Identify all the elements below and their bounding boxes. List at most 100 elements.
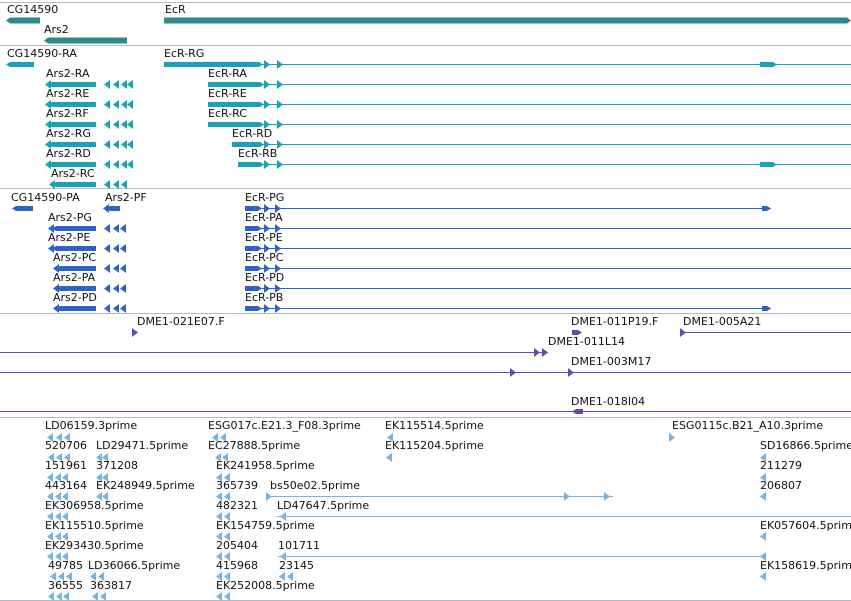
feature-label[interactable]: EcR-RA — [208, 67, 247, 80]
feature-label[interactable]: EK115514.5prime — [385, 419, 484, 432]
feature-glyph[interactable] — [48, 592, 69, 601]
feature-label[interactable]: 363817 — [90, 579, 132, 592]
feature-label[interactable]: CG14590-PA — [11, 191, 80, 204]
feature-label[interactable]: EK115510.5prime — [45, 519, 144, 532]
feature-glyph[interactable] — [216, 572, 230, 581]
feature-glyph[interactable] — [760, 473, 766, 482]
feature-glyph[interactable] — [760, 453, 766, 462]
feature-label[interactable]: 520706 — [45, 439, 87, 452]
feature-glyph[interactable] — [216, 473, 230, 482]
feature-label[interactable]: EK306958.5prime — [45, 499, 144, 512]
feature-label[interactable]: Ars2-PC — [53, 251, 97, 264]
feature-label[interactable]: DME1-018I04 — [571, 395, 646, 408]
feature-label[interactable]: EcR-PD — [245, 271, 285, 284]
feature-label[interactable]: EcR — [165, 3, 186, 16]
feature-glyph[interactable] — [48, 224, 126, 233]
feature-glyph[interactable] — [245, 204, 771, 213]
feature-glyph[interactable] — [245, 224, 851, 233]
feature-label[interactable]: CG14590 — [7, 3, 59, 16]
feature-glyph[interactable] — [53, 264, 126, 273]
feature-label[interactable]: ESG017c.E21.3_F08.3prime — [208, 419, 361, 432]
feature-glyph[interactable] — [216, 592, 230, 601]
feature-glyph[interactable] — [132, 328, 138, 337]
feature-glyph[interactable] — [96, 473, 108, 482]
feature-label[interactable]: EK115204.5prime — [385, 439, 484, 452]
feature-label[interactable]: EcR-RC — [208, 107, 247, 120]
feature-glyph[interactable] — [0, 348, 548, 357]
feature-label[interactable]: ESG0115c.B21_A10.3prime — [672, 419, 824, 432]
feature-glyph[interactable] — [45, 80, 133, 89]
feature-glyph[interactable] — [278, 552, 766, 561]
feature-glyph[interactable] — [47, 473, 68, 482]
feature-glyph[interactable] — [44, 37, 127, 44]
feature-glyph[interactable] — [760, 572, 766, 581]
feature-label[interactable]: bs50e02.5prime — [270, 479, 361, 492]
feature-label[interactable]: DME1-021E07.F — [137, 315, 225, 328]
feature-label[interactable]: 23145 — [279, 559, 314, 572]
feature-glyph[interactable] — [47, 552, 68, 561]
feature-label[interactable]: EcR-PA — [245, 211, 283, 224]
feature-label[interactable]: EcR-RE — [208, 87, 247, 100]
feature-glyph[interactable] — [45, 140, 133, 149]
feature-label[interactable]: EcR-RB — [238, 147, 278, 160]
feature-label[interactable]: EcR-PB — [245, 291, 284, 304]
feature-label[interactable]: Ars2-PE — [48, 231, 91, 244]
feature-label[interactable]: 211279 — [760, 459, 802, 472]
feature-glyph[interactable] — [96, 492, 108, 501]
feature-glyph[interactable] — [212, 433, 226, 442]
feature-glyph[interactable] — [96, 453, 108, 462]
feature-label[interactable]: EC27888.5prime — [208, 439, 301, 452]
feature-glyph[interactable] — [669, 433, 675, 442]
feature-label[interactable]: 365739 — [216, 479, 258, 492]
feature-label[interactable]: EcR-PC — [245, 251, 284, 264]
feature-label[interactable]: Ars2-PF — [105, 191, 147, 204]
feature-label[interactable]: EcR-RD — [232, 127, 273, 140]
feature-label[interactable]: LD06159.3prime — [45, 419, 138, 432]
feature-glyph[interactable] — [215, 453, 228, 462]
feature-glyph[interactable] — [216, 532, 230, 541]
feature-label[interactable]: DME1-005A21 — [683, 315, 762, 328]
feature-glyph[interactable] — [48, 453, 70, 462]
feature-label[interactable]: EK057604.5prime — [760, 519, 851, 532]
feature-glyph[interactable] — [47, 512, 68, 521]
feature-glyph[interactable] — [266, 492, 613, 501]
feature-glyph[interactable] — [208, 80, 851, 89]
feature-glyph[interactable] — [53, 284, 126, 293]
feature-glyph[interactable] — [92, 592, 106, 601]
feature-label[interactable]: Ars2-RA — [46, 67, 90, 80]
feature-label[interactable]: 101711 — [278, 539, 320, 552]
feature-label[interactable]: Ars2-RD — [46, 147, 91, 160]
feature-glyph[interactable] — [47, 532, 68, 541]
feature-glyph[interactable] — [50, 572, 72, 581]
feature-glyph[interactable] — [245, 284, 851, 293]
feature-glyph[interactable] — [245, 244, 851, 253]
feature-glyph[interactable] — [45, 120, 133, 129]
feature-glyph[interactable] — [48, 244, 126, 253]
feature-label[interactable]: LD29471.5prime — [96, 439, 189, 452]
feature-label[interactable]: Ars2-RG — [46, 127, 91, 140]
feature-glyph[interactable] — [760, 532, 766, 541]
feature-label[interactable]: Ars2 — [44, 23, 69, 36]
feature-glyph[interactable] — [90, 572, 104, 581]
feature-glyph[interactable] — [0, 368, 851, 377]
feature-label[interactable]: 482321 — [216, 499, 258, 512]
feature-label[interactable]: EK293430.5prime — [45, 539, 144, 552]
feature-glyph[interactable] — [47, 433, 70, 442]
feature-glyph[interactable] — [45, 160, 133, 169]
feature-label[interactable]: 36555 — [48, 579, 83, 592]
feature-label[interactable]: Ars2-RE — [46, 87, 90, 100]
feature-label[interactable]: EcR-PG — [245, 191, 285, 204]
feature-glyph[interactable] — [245, 264, 851, 273]
feature-glyph[interactable] — [386, 453, 392, 462]
feature-label[interactable]: SD16866.5prime — [760, 439, 851, 452]
feature-label[interactable]: 443164 — [45, 479, 87, 492]
feature-glyph[interactable] — [12, 206, 33, 211]
feature-glyph[interactable] — [387, 433, 393, 442]
feature-label[interactable]: LD36066.5prime — [88, 559, 181, 572]
feature-glyph[interactable] — [760, 492, 766, 501]
feature-label[interactable]: 371208 — [96, 459, 138, 472]
feature-label[interactable]: EK154759.5prime — [216, 519, 315, 532]
feature-glyph[interactable] — [47, 492, 68, 501]
feature-label[interactable]: DME1-011L14 — [548, 335, 625, 348]
feature-glyph[interactable] — [238, 160, 851, 169]
